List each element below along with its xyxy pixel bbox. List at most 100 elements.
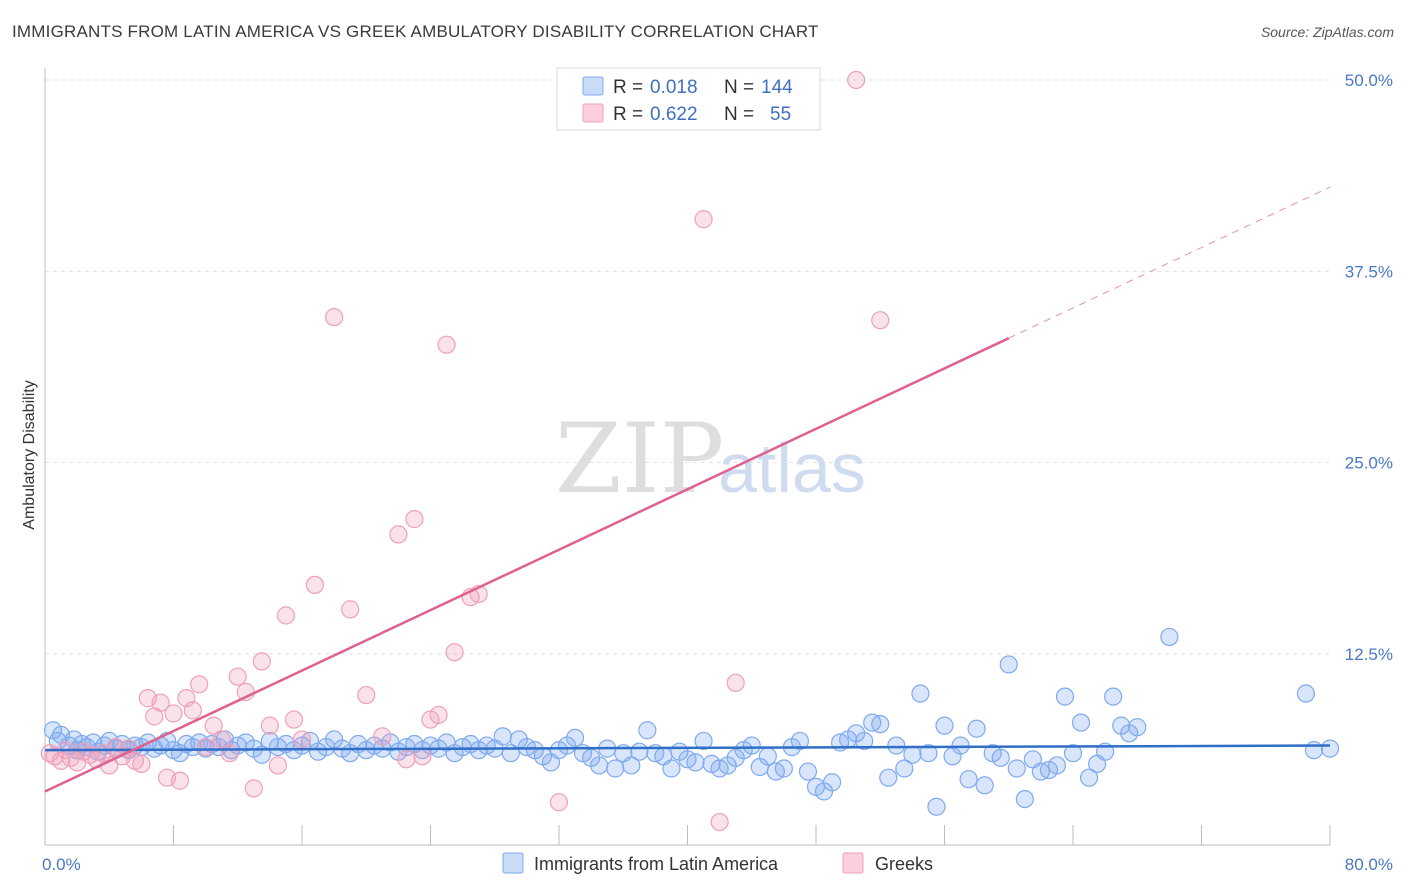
point-s1-56: [847, 70, 866, 90]
point-s1-18: [151, 693, 170, 712]
point-s0-122: [959, 770, 978, 789]
axes: [44, 68, 1331, 846]
point-s1-58: [305, 575, 324, 595]
point-s1-1: [45, 747, 64, 766]
point-s0-89: [694, 731, 713, 751]
watermark: ZIP atlas: [555, 403, 866, 515]
y-axis-label: Ambulatory Disability: [21, 380, 38, 529]
y-tick-label-2: 37.5%: [1345, 262, 1393, 281]
series-legend: Immigrants from Latin America Greeks: [502, 852, 933, 874]
point-s0-105: [822, 773, 842, 792]
point-s0-88: [686, 753, 705, 772]
point-s0-123: [967, 719, 986, 738]
legend-r-value-2: 0.622: [650, 104, 698, 125]
point-s0-102: [798, 762, 818, 781]
legend-n-value-1: 144: [761, 77, 793, 98]
point-s0-144: [1160, 627, 1179, 647]
x-tick-label-0: 0.0%: [42, 855, 81, 874]
point-s1-47: [429, 705, 448, 725]
point-s0-99: [774, 759, 793, 778]
legend-bottom-swatch-greeks: [842, 852, 864, 874]
point-s0-76: [590, 756, 609, 775]
point-s1-24: [190, 675, 209, 694]
point-s1-41: [373, 727, 392, 746]
point-s1-26: [204, 716, 223, 735]
point-s0-119: [935, 716, 954, 735]
point-s1-43: [397, 750, 416, 769]
correlation-legend: R = 0.018 N = 144 R = 0.622 N = 55: [556, 67, 821, 131]
series-1-points: [40, 70, 890, 832]
legend-bottom-label-latin-america: Immigrants from Latin America: [534, 854, 779, 874]
point-s0-121: [951, 736, 970, 755]
legend-n-label-1: N =: [724, 77, 754, 98]
point-s0-118: [927, 797, 946, 816]
point-s0-112: [879, 768, 898, 787]
point-s0-80: [622, 756, 641, 775]
point-s0-128: [1007, 759, 1026, 778]
point-s0-127: [999, 655, 1018, 674]
point-s0-111: [871, 715, 890, 734]
point-s0-140: [1104, 687, 1123, 706]
point-s1-42: [389, 525, 408, 544]
point-s1-39: [341, 600, 360, 619]
point-s0-73: [565, 728, 585, 748]
legend-r-value-1: 0.018: [650, 77, 698, 98]
y-tick-labels: 12.5% 25.0% 37.5% 50.0%: [1345, 71, 1393, 664]
watermark-atlas: atlas: [718, 429, 866, 507]
point-s1-32: [252, 652, 271, 671]
trend-line-s1: [44, 337, 1010, 793]
point-s0-133: [1047, 756, 1067, 775]
point-s0-85: [662, 759, 681, 778]
point-s0-97: [758, 747, 777, 766]
y-tick-label-3: 50.0%: [1345, 71, 1393, 90]
point-s1-37: [292, 730, 312, 749]
legend-swatch-greeks: [582, 103, 604, 123]
chart-title: IMMIGRANTS FROM LATIN AMERICA VS GREEK A…: [12, 22, 819, 41]
point-s1-21: [170, 771, 190, 790]
point-s0-64: [493, 727, 512, 746]
series-0-points: [43, 627, 1340, 816]
point-s1-15: [132, 754, 151, 774]
point-s1-40: [357, 685, 376, 705]
point-s0-126: [991, 748, 1010, 767]
trend-line-extension-s1: [1008, 186, 1331, 339]
point-s1-25: [196, 737, 215, 757]
point-s1-57: [871, 311, 890, 330]
point-s1-33: [260, 716, 279, 735]
point-s0-134: [1055, 687, 1075, 706]
point-s0-136: [1071, 713, 1091, 732]
point-s0-101: [790, 731, 810, 751]
point-s0-129: [1015, 789, 1034, 809]
point-s0-115: [903, 745, 922, 764]
point-s0-145: [1296, 684, 1316, 703]
point-s1-36: [284, 710, 304, 729]
grid-lines: [45, 79, 1330, 655]
legend-n-label-2: N =: [724, 104, 754, 125]
trend-lines: [44, 186, 1331, 793]
legend-n-value-2: 55: [770, 104, 791, 125]
point-s1-29: [228, 667, 247, 686]
point-s0-147: [1320, 739, 1340, 758]
point-s1-27: [212, 730, 231, 749]
source-label: Source: ZipAtlas.com: [1260, 24, 1394, 40]
point-s0-116: [911, 684, 930, 703]
point-s1-44: [405, 510, 424, 529]
point-s1-55: [726, 673, 745, 692]
point-s0-135: [1063, 744, 1083, 763]
x-tick-label-1: 80.0%: [1345, 855, 1393, 874]
legend-bottom-swatch-latin-america: [502, 852, 524, 874]
point-s0-143: [1128, 718, 1147, 737]
point-s1-34: [268, 756, 288, 775]
point-s1-45: [413, 747, 432, 766]
point-s1-23: [183, 701, 202, 720]
point-s1-28: [220, 744, 239, 763]
point-s1-48: [437, 335, 456, 354]
point-s1-35: [276, 606, 296, 625]
trend-line-s0: [44, 744, 1331, 752]
x-tick-labels: 0.0% 80.0%: [42, 855, 1393, 874]
watermark-zip: ZIP: [555, 403, 724, 515]
point-s0-82: [638, 721, 657, 740]
point-s1-52: [549, 793, 569, 812]
point-s0-78: [606, 759, 625, 778]
